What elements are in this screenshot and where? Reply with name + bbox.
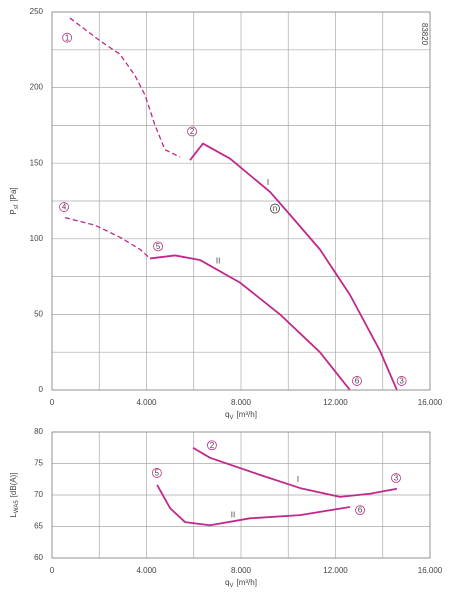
curve xyxy=(149,254,351,391)
annotation-circle xyxy=(352,376,362,386)
y-tick-label: 70 xyxy=(34,490,43,499)
y-tick-label: 0 xyxy=(39,385,44,394)
curve-label: I xyxy=(267,178,269,187)
x-tick-label: 4.000 xyxy=(136,398,157,407)
x-axis-label-unit: [m³/h] xyxy=(237,410,257,419)
annotation-circle xyxy=(207,440,217,451)
annotation: 4 xyxy=(62,203,67,212)
x-axis-label-sub: V xyxy=(229,415,233,421)
curve xyxy=(189,142,398,391)
curve xyxy=(64,217,151,259)
y-axis-label-main: P xyxy=(9,209,18,214)
curve xyxy=(156,484,351,527)
y-axis-label-main: L xyxy=(9,513,18,518)
x-tick-label: 4.000 xyxy=(136,566,157,575)
y-axis-label: Psf [Pa] xyxy=(9,187,19,214)
annotation: 3 xyxy=(399,377,404,386)
y-tick-label: 65 xyxy=(34,522,43,531)
y-axis-label: LWA5 [dB(A)] xyxy=(9,472,19,517)
annotation: 6 xyxy=(358,506,363,515)
x-axis-label-sub: V xyxy=(229,583,233,589)
curve xyxy=(192,446,398,498)
x-axis-label-unit: [m³/h] xyxy=(237,578,257,587)
annotation: 5 xyxy=(155,469,160,478)
annotation: 2 xyxy=(190,127,195,136)
plot-frame xyxy=(51,11,431,391)
x-tick-label: 12.000 xyxy=(323,398,348,407)
y-axis-label-unit: [Pa] xyxy=(9,187,18,201)
curve xyxy=(69,17,181,158)
x-tick-label: 16.000 xyxy=(418,398,443,407)
x-axis-label-main: q xyxy=(225,578,229,587)
annotation-circle xyxy=(151,468,162,478)
annotation-circle xyxy=(270,203,280,214)
y-axis-label-sub: WA5 xyxy=(14,500,20,513)
x-tick-label: 8.000 xyxy=(231,566,252,575)
curve-label: I xyxy=(297,475,299,484)
y-tick-label: 80 xyxy=(34,427,43,436)
annotation: 6 xyxy=(355,377,360,386)
plot-frame xyxy=(51,431,431,559)
y-tick-label: 200 xyxy=(30,83,44,92)
annotation-circle xyxy=(187,126,197,137)
y-tick-label: 60 xyxy=(34,553,43,562)
x-axis-label: qV [m³/h] xyxy=(225,410,257,420)
y-tick-label: 75 xyxy=(34,459,43,468)
y-tick-label: 250 xyxy=(30,7,44,16)
x-tick-label: 0 xyxy=(50,398,55,407)
curve-label: II xyxy=(231,510,235,519)
y-axis-label-sub: sf xyxy=(14,204,20,209)
annotation-circle xyxy=(153,241,163,252)
annotation: 1 xyxy=(65,33,70,42)
annotation-circle xyxy=(355,505,365,516)
annotation-circle xyxy=(62,32,73,43)
x-axis-label: qV [m³/h] xyxy=(225,578,257,588)
x-axis-label-main: q xyxy=(225,410,229,419)
y-axis-label-unit: [dB(A)] xyxy=(9,472,18,497)
annotation: n xyxy=(273,204,277,213)
annotation: 5 xyxy=(156,242,161,251)
annotation-circle xyxy=(391,473,401,483)
annotation-circle xyxy=(59,202,69,212)
y-tick-label: 150 xyxy=(30,158,44,167)
y-tick-label: 50 xyxy=(34,310,43,319)
figure-code: 83820 xyxy=(420,23,429,46)
x-tick-label: 8.000 xyxy=(231,398,252,407)
x-tick-label: 16.000 xyxy=(418,566,443,575)
annotation: 3 xyxy=(394,474,399,483)
annotation: 2 xyxy=(210,441,215,450)
curve-label: II xyxy=(216,257,220,266)
annotation-circle xyxy=(396,376,407,386)
x-tick-label: 0 xyxy=(50,566,55,575)
y-tick-label: 100 xyxy=(30,234,44,243)
x-tick-label: 12.000 xyxy=(323,566,348,575)
